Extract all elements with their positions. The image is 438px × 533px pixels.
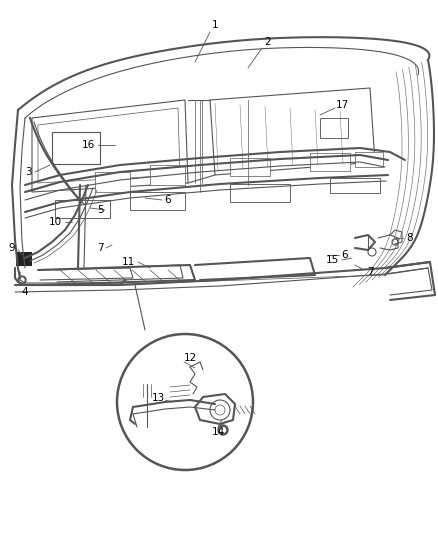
Text: 16: 16 <box>81 140 95 150</box>
Text: 11: 11 <box>121 257 134 267</box>
FancyBboxPatch shape <box>55 200 110 218</box>
Circle shape <box>20 278 24 282</box>
FancyBboxPatch shape <box>230 158 270 176</box>
Text: 5: 5 <box>97 205 103 215</box>
Text: 12: 12 <box>184 353 197 363</box>
FancyBboxPatch shape <box>330 178 380 193</box>
Text: 1: 1 <box>212 20 218 30</box>
Text: 15: 15 <box>325 255 339 265</box>
Text: 10: 10 <box>49 217 62 227</box>
Text: 9: 9 <box>9 243 15 253</box>
Text: 7: 7 <box>97 243 103 253</box>
FancyBboxPatch shape <box>310 153 350 171</box>
Text: 3: 3 <box>25 167 31 177</box>
FancyBboxPatch shape <box>150 165 185 185</box>
Text: 4: 4 <box>22 287 28 297</box>
Circle shape <box>218 425 228 435</box>
Text: 6: 6 <box>342 250 348 260</box>
FancyBboxPatch shape <box>16 252 32 266</box>
FancyBboxPatch shape <box>95 172 130 192</box>
FancyBboxPatch shape <box>130 192 185 210</box>
Circle shape <box>220 427 226 432</box>
Text: 17: 17 <box>336 100 349 110</box>
Text: 6: 6 <box>165 195 171 205</box>
FancyBboxPatch shape <box>230 184 290 202</box>
Text: 2: 2 <box>265 37 271 47</box>
Text: 8: 8 <box>407 233 413 243</box>
Circle shape <box>18 276 26 284</box>
FancyBboxPatch shape <box>355 152 383 167</box>
Text: 13: 13 <box>152 393 165 403</box>
Text: 7: 7 <box>367 267 373 277</box>
Text: 14: 14 <box>212 427 225 437</box>
